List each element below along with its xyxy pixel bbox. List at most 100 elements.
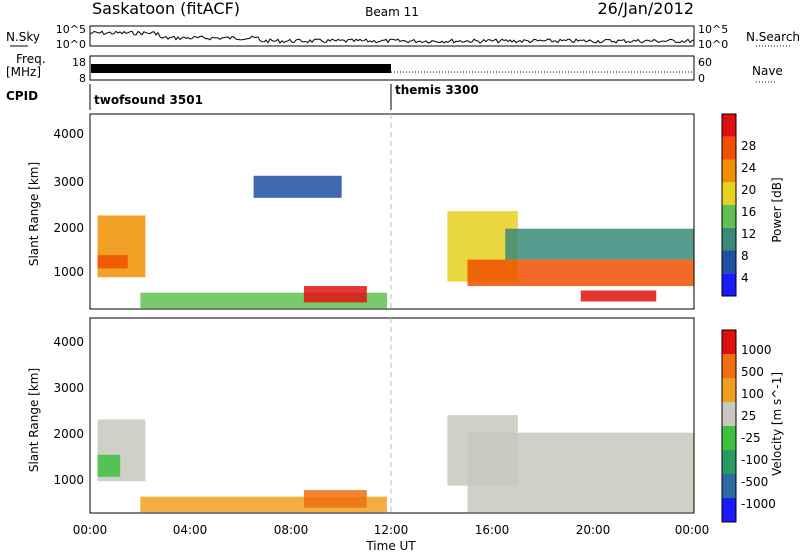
x-axis-label: Time UT [365, 539, 416, 553]
freq-tick-bottom: 8 [79, 72, 86, 85]
noise-panel: N.Sky 10^5 10^0 10^5 10^0 N.Search [6, 23, 800, 51]
power-ytick-1000: 1000 [53, 265, 84, 279]
nave-label: Nave [752, 64, 783, 78]
power-cbar-tick-24: 24 [741, 161, 756, 175]
power-ytick-4000: 4000 [53, 127, 84, 141]
power-colorbar-swatch [722, 159, 736, 183]
freq-trace [91, 64, 391, 73]
nsky-label: N.Sky [6, 30, 40, 44]
noise-trace [89, 30, 695, 44]
power-ytick-2000: 2000 [53, 221, 84, 235]
velocity-panel: 4000 3000 2000 1000 Slant Range [km] 100… [27, 317, 784, 523]
velocity-ylabel: Slant Range [km] [27, 368, 41, 472]
velocity-ytick-1000: 1000 [53, 473, 84, 487]
noise-line [89, 30, 695, 44]
power-cbar-tick-16: 16 [741, 205, 756, 219]
velocity-region [467, 432, 694, 513]
velocity-region [97, 454, 121, 477]
velocity-colorbar-swatch [722, 330, 736, 354]
power-region [580, 290, 657, 302]
xtick-8: 08:00 [274, 523, 309, 537]
cpid-label: CPID [6, 89, 38, 103]
velocity-ytick-4000: 4000 [53, 335, 84, 349]
power-cbar-tick-20: 20 [741, 183, 756, 197]
power-cbar-tick-28: 28 [741, 139, 756, 153]
power-region [303, 286, 367, 303]
nsky-tick-bottom: 10^0 [56, 38, 86, 51]
power-region [467, 259, 694, 287]
velocity-colorbar-ticks: 1000 500 100 25 -25 -100 -500 -1000 [741, 343, 776, 511]
xtick-20: 20:00 [576, 523, 611, 537]
station-title: Saskatoon (fitACF) [92, 0, 240, 18]
velocity-cbar-tick-1000: 1000 [741, 343, 772, 357]
power-ylabel: Slant Range [km] [27, 162, 41, 266]
velocity-cbar-tick-neg25: -25 [741, 431, 761, 445]
power-colorbar-swatch [722, 205, 736, 228]
power-colorbar-frame [721, 113, 737, 297]
power-colorbar-swatch [722, 114, 736, 137]
freq-label-line1: Freq. [16, 52, 46, 66]
xtick-24: 00:00 [675, 523, 710, 537]
velocity-cbar-tick-neg500: -500 [741, 475, 768, 489]
velocity-cbar-tick-25: 25 [741, 409, 756, 423]
power-colorbar-swatch [722, 273, 736, 296]
power-colorbar-swatch [722, 136, 736, 160]
frequency-panel: Freq. [MHz] 18 8 60 0 Nave [6, 52, 783, 85]
velocity-region [303, 490, 367, 508]
power-cbar-tick-12: 12 [741, 227, 756, 241]
velocity-frame [89, 317, 695, 514]
xtick-0: 00:00 [73, 523, 108, 537]
velocity-cbar-tick-100: 100 [741, 387, 764, 401]
velocity-colorbar [722, 330, 736, 522]
power-panel: 4000 3000 2000 1000 Slant Range [km] 28 … [27, 113, 784, 310]
cpid-program-1: twofsound 3501 [94, 93, 203, 107]
xtick-16: 16:00 [475, 523, 510, 537]
nsearch-label: N.Search [746, 30, 800, 44]
nsearch-tick-bottom: 10^0 [698, 38, 728, 51]
power-region [97, 255, 128, 269]
power-frame [89, 113, 695, 310]
freq-tick-top: 18 [72, 56, 86, 69]
power-data [97, 175, 694, 309]
velocity-colorbar-swatch [722, 378, 736, 402]
velocity-cbar-tick-neg100: -100 [741, 453, 768, 467]
power-cbar-tick-4: 4 [741, 271, 749, 285]
velocity-colorbar-frame [721, 329, 737, 523]
power-cbar-tick-8: 8 [741, 249, 749, 263]
velocity-colorbar-swatch [722, 354, 736, 378]
power-colorbar [722, 114, 736, 296]
velocity-ytick-3000: 3000 [53, 381, 84, 395]
velocity-colorbar-swatch [722, 450, 736, 474]
date-title: 26/Jan/2012 [597, 0, 694, 18]
power-colorbar-swatch [722, 182, 736, 205]
velocity-data [97, 415, 694, 513]
velocity-colorbar-swatch [722, 498, 736, 522]
velocity-cbar-tick-500: 500 [741, 365, 764, 379]
velocity-ytick-2000: 2000 [53, 427, 84, 441]
cpid-program-2: themis 3300 [395, 83, 479, 97]
velocity-colorbar-label: Velocity [m s^-1] [770, 372, 784, 476]
power-colorbar-label: Power [dB] [770, 177, 784, 242]
nave-tick-top: 60 [698, 56, 712, 69]
power-region [505, 228, 694, 260]
nsky-tick-top: 10^5 [56, 23, 86, 36]
xtick-4: 04:00 [173, 523, 208, 537]
power-colorbar-swatch [722, 227, 736, 251]
velocity-cbar-tick-neg1000: -1000 [741, 497, 776, 511]
cpid-panel: CPID twofsound 3501 themis 3300 [6, 83, 479, 110]
freq-label-line2: [MHz] [6, 65, 41, 79]
velocity-colorbar-swatch [722, 402, 736, 426]
power-region [253, 175, 342, 198]
nave-tick-bottom: 0 [698, 72, 705, 85]
xtick-12: 12:00 [374, 523, 409, 537]
beam-title: Beam 11 [365, 5, 419, 19]
noise-frame [89, 25, 695, 47]
x-axis: 00:00 04:00 08:00 12:00 16:00 20:00 00:0… [73, 523, 710, 553]
power-colorbar-swatch [722, 250, 736, 274]
velocity-colorbar-swatch [722, 426, 736, 450]
freq-frame [89, 55, 695, 81]
nsearch-tick-top: 10^5 [698, 23, 728, 36]
power-ytick-3000: 3000 [53, 175, 84, 189]
power-colorbar-ticks: 28 24 20 16 12 8 4 [741, 139, 756, 285]
